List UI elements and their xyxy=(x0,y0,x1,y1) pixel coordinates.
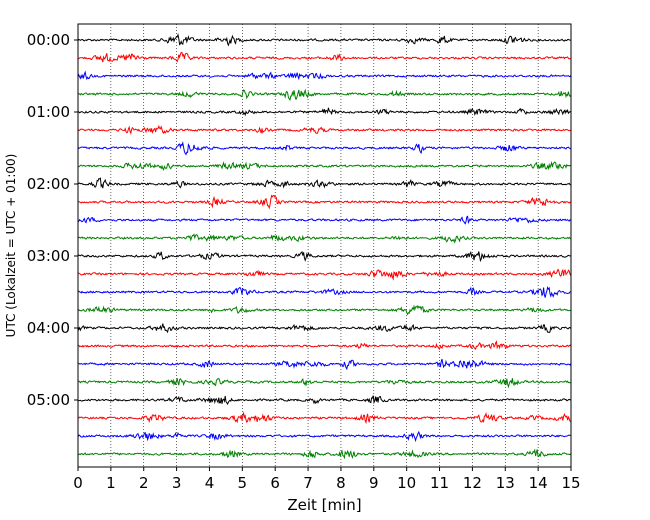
trace-5 xyxy=(77,124,572,135)
y-axis-label: UTC (Lokalzeit = UTC + 01:00) xyxy=(4,154,18,338)
trace-17 xyxy=(77,340,572,351)
y-tick-label-5: 05:00 xyxy=(27,391,70,409)
trace-12 xyxy=(77,250,571,263)
trace-15 xyxy=(77,304,571,316)
trace-3 xyxy=(77,88,572,101)
trace-0 xyxy=(77,32,571,47)
trace-9 xyxy=(77,194,572,210)
x-tick-label-7: 7 xyxy=(303,474,313,492)
trace-7 xyxy=(77,160,571,171)
trace-1 xyxy=(77,51,571,63)
trace-10 xyxy=(77,215,572,225)
y-axis-ticks: 00:00 01:00 02:00 03:00 04:00 05:00 xyxy=(27,31,78,409)
y-tick-label-3: 03:00 xyxy=(27,247,70,265)
x-tick-label-11: 11 xyxy=(430,474,449,492)
trace-4 xyxy=(77,107,572,117)
trace-6 xyxy=(77,141,572,156)
trace-14 xyxy=(77,285,571,298)
trace-18 xyxy=(77,358,572,371)
seismic-traces xyxy=(77,32,572,460)
x-tick-label-8: 8 xyxy=(336,474,346,492)
x-tick-label-12: 12 xyxy=(463,474,482,492)
trace-22 xyxy=(77,430,571,443)
plot-frame xyxy=(77,23,572,468)
x-tick-label-13: 13 xyxy=(496,474,515,492)
trace-8 xyxy=(77,177,571,189)
x-axis-label: Zeit [min] xyxy=(287,496,361,514)
trace-16 xyxy=(77,323,572,334)
trace-11 xyxy=(77,233,571,244)
trace-23 xyxy=(77,448,572,460)
trace-13 xyxy=(77,268,572,281)
x-tick-label-4: 4 xyxy=(205,474,215,492)
x-tick-label-0: 0 xyxy=(73,474,83,492)
x-tick-label-3: 3 xyxy=(172,474,182,492)
x-tick-label-14: 14 xyxy=(529,474,548,492)
x-tick-label-9: 9 xyxy=(369,474,379,492)
x-tick-label-10: 10 xyxy=(397,474,416,492)
x-tick-label-6: 6 xyxy=(270,474,280,492)
y-tick-label-4: 04:00 xyxy=(27,319,70,337)
x-tick-label-5: 5 xyxy=(238,474,248,492)
y-tick-label-1: 01:00 xyxy=(27,103,70,121)
y-tick-label-0: 00:00 xyxy=(27,31,70,49)
y-tick-label-2: 02:00 xyxy=(27,175,70,193)
x-gridlines xyxy=(110,24,539,467)
x-tick-label-1: 1 xyxy=(106,474,116,492)
x-axis-ticks: 0 1 2 3 4 5 6 7 8 9 10 11 12 13 14 15 xyxy=(73,467,581,492)
trace-20 xyxy=(77,395,571,406)
trace-19 xyxy=(77,377,571,389)
trace-21 xyxy=(77,411,572,425)
x-tick-label-2: 2 xyxy=(139,474,149,492)
trace-2 xyxy=(77,70,572,81)
x-tick-label-15: 15 xyxy=(561,474,580,492)
